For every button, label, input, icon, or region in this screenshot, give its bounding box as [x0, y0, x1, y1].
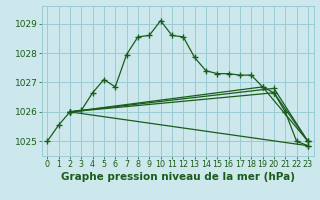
X-axis label: Graphe pression niveau de la mer (hPa): Graphe pression niveau de la mer (hPa) [60, 172, 295, 182]
